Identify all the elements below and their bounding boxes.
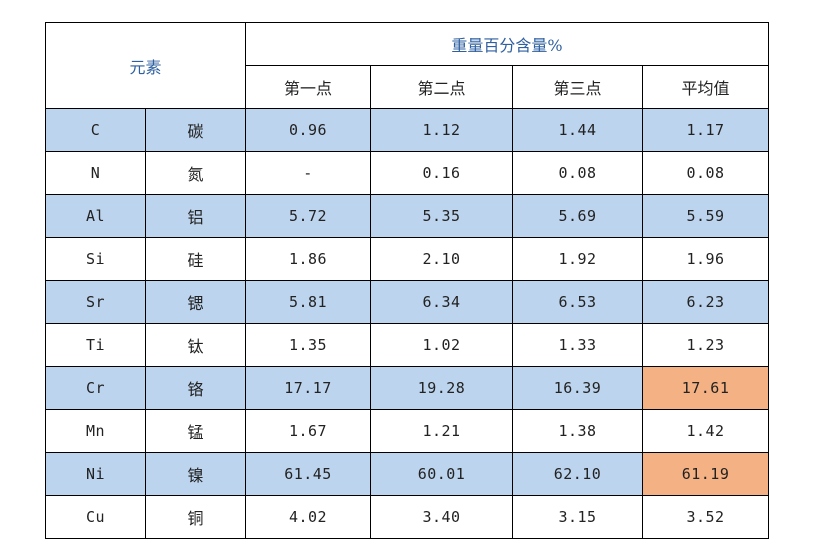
point-2-value: 1.12: [370, 108, 514, 152]
average-value: 6.23: [642, 280, 770, 324]
point-3-value: 1.92: [512, 237, 644, 281]
point-1-value: 1.67: [245, 409, 372, 453]
point-1-header: 第一点: [245, 65, 372, 109]
point-3-value: 1.33: [512, 323, 644, 367]
table-row: Al 铝 5.72 5.35 5.69 5.59: [45, 194, 770, 238]
point-3-header: 第三点: [512, 65, 644, 109]
element-name: 锰: [144, 409, 247, 453]
composition-table: 元素 重量百分含量% 第一点 第二点 第三点 平均值 C 碳 0.96 1.12…: [44, 22, 770, 539]
table-row: Ti 钛 1.35 1.02 1.33 1.23: [45, 323, 770, 367]
point-2-value: 1.02: [370, 323, 514, 367]
point-2-value: 3.40: [370, 495, 514, 539]
point-1-value: -: [245, 151, 372, 195]
element-symbol: N: [45, 151, 146, 195]
element-name: 锶: [144, 280, 247, 324]
table-row: Mn 锰 1.67 1.21 1.38 1.42: [45, 409, 770, 453]
point-3-value: 1.38: [512, 409, 644, 453]
point-1-value: 17.17: [245, 366, 372, 410]
element-header: 元素: [44, 22, 247, 109]
element-name: 铜: [144, 495, 247, 539]
point-3-value: 5.69: [512, 194, 644, 238]
average-value: 0.08: [642, 151, 770, 195]
element-symbol: Al: [45, 194, 146, 238]
average-header: 平均值: [642, 65, 770, 109]
table-row: Cu 铜 4.02 3.40 3.15 3.52: [45, 495, 770, 539]
average-value: 1.17: [642, 108, 770, 152]
point-1-value: 5.81: [245, 280, 372, 324]
table-row: C 碳 0.96 1.12 1.44 1.17: [45, 108, 770, 152]
point-1-value: 4.02: [245, 495, 372, 539]
point-1-value: 1.86: [245, 237, 372, 281]
element-symbol: Sr: [45, 280, 146, 324]
element-symbol: Si: [45, 237, 146, 281]
element-name: 铝: [144, 194, 247, 238]
point-2-header: 第二点: [370, 65, 514, 109]
point-2-value: 6.34: [370, 280, 514, 324]
average-value: 3.52: [642, 495, 770, 539]
element-name: 铬: [144, 366, 247, 410]
element-symbol: C: [45, 108, 146, 152]
element-name: 氮: [144, 151, 247, 195]
point-2-value: 60.01: [370, 452, 514, 496]
point-3-value: 1.44: [512, 108, 644, 152]
element-name: 硅: [144, 237, 247, 281]
table-row: Cr 铬 17.17 19.28 16.39 17.61: [45, 366, 770, 410]
element-symbol: Ti: [45, 323, 146, 367]
element-symbol: Ni: [45, 452, 146, 496]
point-2-value: 2.10: [370, 237, 514, 281]
element-name: 钛: [144, 323, 247, 367]
average-value-highlighted: 61.19: [642, 452, 770, 496]
element-symbol: Cu: [45, 495, 146, 539]
element-name: 碳: [144, 108, 247, 152]
average-value-highlighted: 17.61: [642, 366, 770, 410]
point-1-value: 0.96: [245, 108, 372, 152]
point-3-value: 62.10: [512, 452, 644, 496]
point-2-value: 5.35: [370, 194, 514, 238]
point-2-value: 0.16: [370, 151, 514, 195]
average-value: 1.42: [642, 409, 770, 453]
point-3-value: 3.15: [512, 495, 644, 539]
element-symbol: Cr: [45, 366, 146, 410]
average-value: 1.96: [642, 237, 770, 281]
element-symbol: Mn: [45, 409, 146, 453]
table-row: Si 硅 1.86 2.10 1.92 1.96: [45, 237, 770, 281]
element-name: 镍: [144, 452, 247, 496]
point-1-value: 61.45: [245, 452, 372, 496]
point-3-value: 6.53: [512, 280, 644, 324]
average-value: 1.23: [642, 323, 770, 367]
point-2-value: 19.28: [370, 366, 514, 410]
table-row: Sr 锶 5.81 6.34 6.53 6.23: [45, 280, 770, 324]
weight-percent-header: 重量百分含量%: [245, 22, 770, 66]
average-value: 5.59: [642, 194, 770, 238]
point-1-value: 1.35: [245, 323, 372, 367]
table-row: Ni 镍 61.45 60.01 62.10 61.19: [45, 452, 770, 496]
point-3-value: 0.08: [512, 151, 644, 195]
point-2-value: 1.21: [370, 409, 514, 453]
point-1-value: 5.72: [245, 194, 372, 238]
point-3-value: 16.39: [512, 366, 644, 410]
table-row: N 氮 - 0.16 0.08 0.08: [45, 151, 770, 195]
